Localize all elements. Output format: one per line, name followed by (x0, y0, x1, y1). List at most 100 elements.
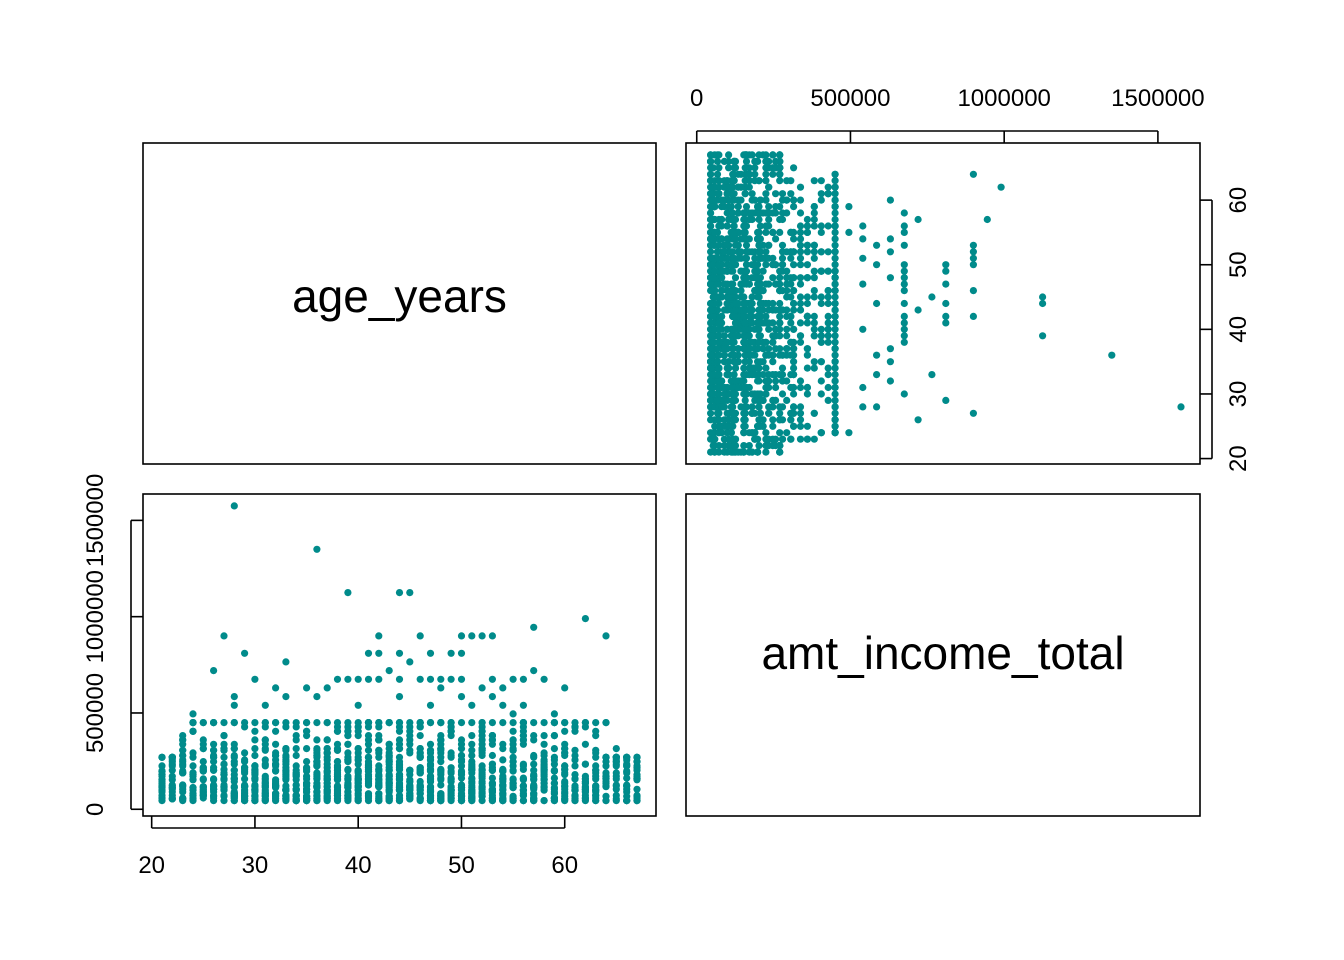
data-point (718, 287, 726, 295)
data-point (179, 769, 187, 777)
data-point (292, 797, 300, 805)
data-point (831, 209, 839, 217)
data-point (230, 719, 238, 727)
data-point (375, 649, 383, 657)
data-point (769, 358, 777, 366)
data-point (831, 364, 839, 372)
data-point (303, 775, 311, 783)
data-point (261, 772, 269, 780)
data-point (790, 287, 798, 295)
data-point (416, 732, 424, 740)
data-point (220, 632, 228, 640)
data-point (292, 751, 300, 760)
data-point (790, 364, 798, 372)
tick-label: 30 (242, 852, 269, 879)
data-point (292, 762, 300, 770)
data-point (713, 371, 722, 379)
data-point (762, 442, 770, 450)
data-point (720, 183, 729, 191)
data-point (426, 756, 435, 764)
data-point (602, 719, 610, 727)
data-point (282, 746, 290, 754)
data-point (859, 403, 867, 411)
data-point (447, 749, 455, 757)
data-point (707, 306, 715, 314)
data-point (769, 306, 777, 314)
data-point (859, 235, 867, 243)
data-point (796, 332, 805, 340)
data-point (707, 157, 715, 165)
data-point (478, 745, 486, 753)
data-point (729, 280, 737, 288)
data-point (729, 248, 737, 256)
data-point (803, 261, 812, 269)
data-point (707, 409, 715, 417)
data-point (426, 649, 435, 657)
data-point (1108, 351, 1116, 359)
data-point (942, 261, 950, 269)
data-point (354, 775, 362, 783)
data-point (602, 753, 610, 761)
data-point (713, 358, 722, 366)
data-point (742, 254, 751, 262)
data-point (737, 287, 745, 295)
data-point (581, 772, 590, 780)
data-point (437, 684, 445, 692)
data-point (831, 170, 839, 178)
data-point (787, 190, 795, 198)
data-point (731, 235, 740, 243)
data-point (375, 765, 383, 774)
data-point (272, 767, 280, 775)
data-point (900, 280, 908, 288)
data-point (530, 760, 538, 768)
data-point (737, 196, 745, 204)
data-point (790, 403, 798, 411)
data-point (776, 170, 784, 178)
data-point (385, 758, 393, 766)
data-point (796, 377, 805, 385)
data-point (765, 203, 773, 211)
data-point (292, 719, 300, 727)
data-point (199, 719, 207, 727)
data-point (741, 409, 749, 417)
data-point (741, 164, 749, 172)
data-point (210, 785, 218, 793)
data-point (385, 740, 393, 748)
data-point (778, 377, 787, 385)
data-point (581, 760, 590, 768)
data-point (776, 312, 784, 320)
data-point (803, 345, 812, 353)
data-point (756, 390, 765, 398)
data-point (468, 769, 476, 777)
data-point (230, 693, 238, 701)
data-point (740, 338, 748, 346)
data-point (612, 762, 620, 770)
data-point (519, 675, 528, 683)
data-point (803, 364, 812, 372)
data-point (928, 371, 936, 379)
data-point (783, 287, 791, 295)
data-point (900, 209, 908, 217)
data-point (168, 795, 176, 803)
data-point (241, 765, 249, 774)
data-point (720, 390, 729, 398)
data-point (997, 183, 1005, 191)
data-point (550, 794, 559, 802)
data-point (571, 791, 579, 800)
data-point (509, 794, 517, 802)
tick-label: 60 (551, 852, 578, 879)
data-point (199, 758, 207, 766)
data-point (790, 390, 798, 398)
data-point (741, 396, 749, 404)
data-point (251, 719, 259, 727)
data-point (581, 615, 590, 623)
data-point (754, 157, 762, 165)
data-point (189, 727, 197, 735)
data-point (817, 222, 825, 230)
data-point (189, 719, 197, 727)
data-point (261, 756, 269, 764)
data-point (715, 261, 723, 269)
data-point (740, 312, 748, 320)
data-point (718, 254, 726, 262)
data-point (769, 422, 777, 430)
